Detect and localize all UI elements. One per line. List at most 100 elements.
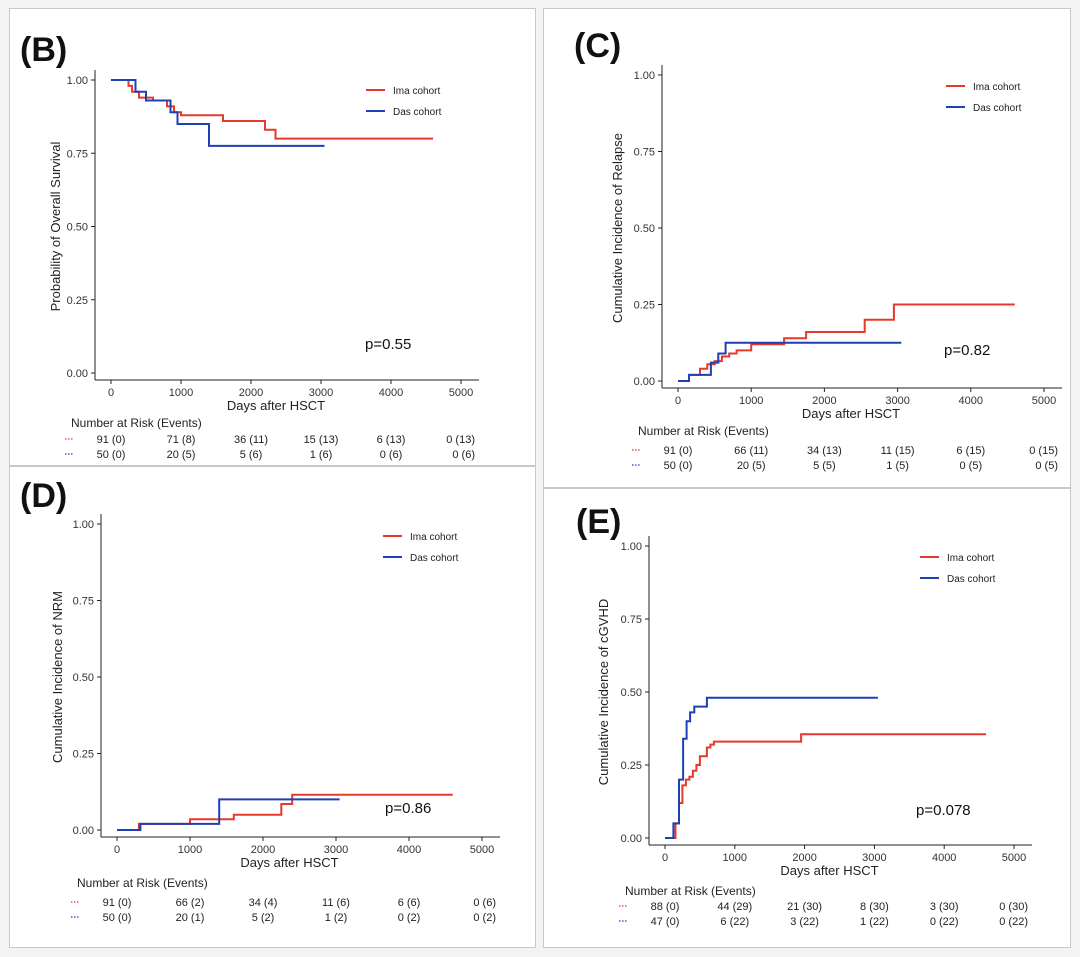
legend-label-ima-c: Ima cohort	[973, 82, 1020, 93]
risk-cell-ima-d: 34 (4)	[249, 897, 278, 909]
x-tick-label-d: 1000	[178, 844, 202, 856]
y-tick-label-b: 0.50	[67, 222, 88, 234]
risk-cell-das-c: 0 (5)	[1035, 460, 1058, 472]
p-value-d: p=0.86	[385, 800, 431, 817]
x-axis-label-e: Days after HSCT	[780, 863, 878, 878]
panel-c: (C) 0.00 0.25 0.50 0.75 1.00 0 1000 2000 3000 4000…	[543, 8, 1071, 488]
y-tick-label-c: 0.00	[634, 376, 655, 388]
risk-cell-ima-c: 0 (15)	[1029, 445, 1058, 457]
y-tick-label-b: 0.75	[67, 148, 88, 160]
y-tick-label-d: 0.50	[73, 672, 94, 684]
risk-cell-ima-c: 91 (0)	[664, 445, 693, 457]
risk-cell-ima-e: 44 (29)	[717, 901, 752, 913]
risk-cell-das-d: 5 (2)	[252, 912, 275, 924]
x-tick-label-b: 3000	[309, 387, 333, 399]
legend-label-das-e: Das cohort	[947, 574, 996, 585]
risk-cell-ima-e: 0 (30)	[999, 901, 1028, 913]
risk-cell-ima-c: 11 (15)	[881, 445, 915, 457]
risk-cell-ima-e: 3 (30)	[930, 901, 959, 913]
x-tick-label-c: 4000	[959, 395, 983, 407]
x-tick-label-c: 0	[675, 395, 681, 407]
p-value-c: p=0.82	[944, 342, 990, 359]
y-tick-label-e: 0.75	[621, 614, 642, 626]
risk-cell-das-b: 50 (0)	[97, 449, 126, 461]
x-axis-label-d: Days after HSCT	[240, 855, 338, 870]
x-tick-label-c: 5000	[1032, 395, 1056, 407]
x-tick-label-e: 5000	[1002, 852, 1026, 864]
risk-cell-ima-d: 91 (0)	[103, 897, 132, 909]
series-line-ima-e	[665, 733, 987, 839]
km-chart-b: (B) 0.00 0.25 0.50 0.75 1.00 0 1000 2000 3000 4000…	[20, 31, 479, 461]
series-line-das-b	[111, 79, 325, 147]
x-tick-label-e: 4000	[932, 852, 956, 864]
p-value-e: p=0.078	[916, 802, 971, 819]
x-tick-label-e: 2000	[792, 852, 816, 864]
x-tick-label-c: 2000	[812, 395, 836, 407]
series-line-das-e	[665, 696, 878, 839]
risk-cell-das-c: 5 (5)	[813, 460, 836, 472]
risk-table-title-e: Number at Risk (Events)	[625, 884, 756, 898]
risk-table-title-c: Number at Risk (Events)	[638, 424, 769, 438]
x-tick-label-e: 3000	[862, 852, 886, 864]
y-tick-label-b: 0.25	[67, 295, 88, 307]
legend-label-das-b: Das cohort	[393, 107, 442, 118]
series-line-das-d	[117, 798, 340, 831]
x-tick-label-b: 5000	[449, 387, 473, 399]
risk-cell-das-e: 3 (22)	[790, 916, 819, 928]
panel-label-e: (E)	[576, 503, 621, 541]
series-line-das-c	[678, 341, 902, 382]
panel-label-b: (B)	[20, 31, 67, 69]
x-tick-label-d: 3000	[324, 844, 348, 856]
x-tick-label-b: 1000	[169, 387, 193, 399]
risk-cell-ima-b: 91 (0)	[97, 434, 126, 446]
x-axis-label-b: Days after HSCT	[227, 398, 325, 413]
risk-cell-das-e: 1 (22)	[860, 916, 889, 928]
risk-cell-das-d: 20 (1)	[176, 912, 205, 924]
x-tick-label-d: 0	[114, 844, 120, 856]
x-tick-label-b: 4000	[379, 387, 403, 399]
risk-cell-ima-b: 6 (13)	[377, 434, 406, 446]
legend-label-ima-b: Ima cohort	[393, 86, 440, 97]
legend-label-ima-d: Ima cohort	[410, 532, 457, 543]
risk-cell-ima-c: 66 (11)	[734, 445, 768, 457]
series-line-ima-b	[111, 79, 433, 140]
risk-cell-das-d: 0 (2)	[398, 912, 421, 924]
x-tick-label-e: 1000	[723, 852, 747, 864]
y-tick-label-c: 1.00	[634, 70, 655, 82]
y-axis-label-b: Probability of Overall Survival	[48, 141, 63, 311]
panel-label-d: (D)	[20, 477, 67, 515]
risk-cell-das-b: 0 (6)	[452, 449, 475, 461]
panel-label-c: (C)	[574, 27, 621, 65]
y-tick-label-e: 1.00	[621, 541, 642, 553]
risk-cell-ima-c: 6 (15)	[956, 445, 985, 457]
risk-cell-ima-e: 21 (30)	[787, 901, 822, 913]
risk-cell-das-e: 6 (22)	[720, 916, 749, 928]
legend-label-das-d: Das cohort	[410, 553, 459, 564]
y-axis-label-e: Cumulative Incidence of cGVHD	[596, 599, 611, 785]
y-tick-label-d: 0.00	[73, 825, 94, 837]
x-tick-label-e: 0	[662, 852, 668, 864]
x-axis-label-c: Days after HSCT	[802, 406, 900, 421]
y-tick-label-e: 0.50	[621, 687, 642, 699]
x-tick-label-b: 0	[108, 387, 114, 399]
legend-label-ima-e: Ima cohort	[947, 553, 994, 564]
risk-cell-ima-d: 0 (6)	[473, 897, 496, 909]
km-chart-c: (C) 0.00 0.25 0.50 0.75 1.00 0 1000 2000 3000 4000…	[574, 27, 1062, 472]
y-tick-label-c: 0.50	[634, 223, 655, 235]
risk-cell-ima-b: 71 (8)	[167, 434, 196, 446]
risk-cell-das-c: 1 (5)	[886, 460, 909, 472]
panel-e: (E) 0.00 0.25 0.50 0.75 1.00 0 1000 2000 3000 4000…	[543, 488, 1071, 948]
risk-cell-ima-d: 66 (2)	[176, 897, 205, 909]
x-tick-label-d: 4000	[397, 844, 421, 856]
risk-cell-das-b: 0 (6)	[380, 449, 403, 461]
series-line-ima-d	[117, 793, 453, 831]
risk-cell-das-e: 0 (22)	[999, 916, 1028, 928]
risk-cell-ima-e: 8 (30)	[860, 901, 889, 913]
risk-table-title-d: Number at Risk (Events)	[77, 876, 208, 890]
risk-cell-das-e: 0 (22)	[930, 916, 959, 928]
panel-b: (B) 0.00 0.25 0.50 0.75 1.00 0 1000 2000 3000 4000…	[9, 8, 536, 466]
x-tick-label-c: 1000	[739, 395, 763, 407]
risk-cell-ima-d: 6 (6)	[398, 897, 421, 909]
y-tick-label-d: 1.00	[73, 519, 94, 531]
y-tick-label-b: 1.00	[67, 75, 88, 87]
